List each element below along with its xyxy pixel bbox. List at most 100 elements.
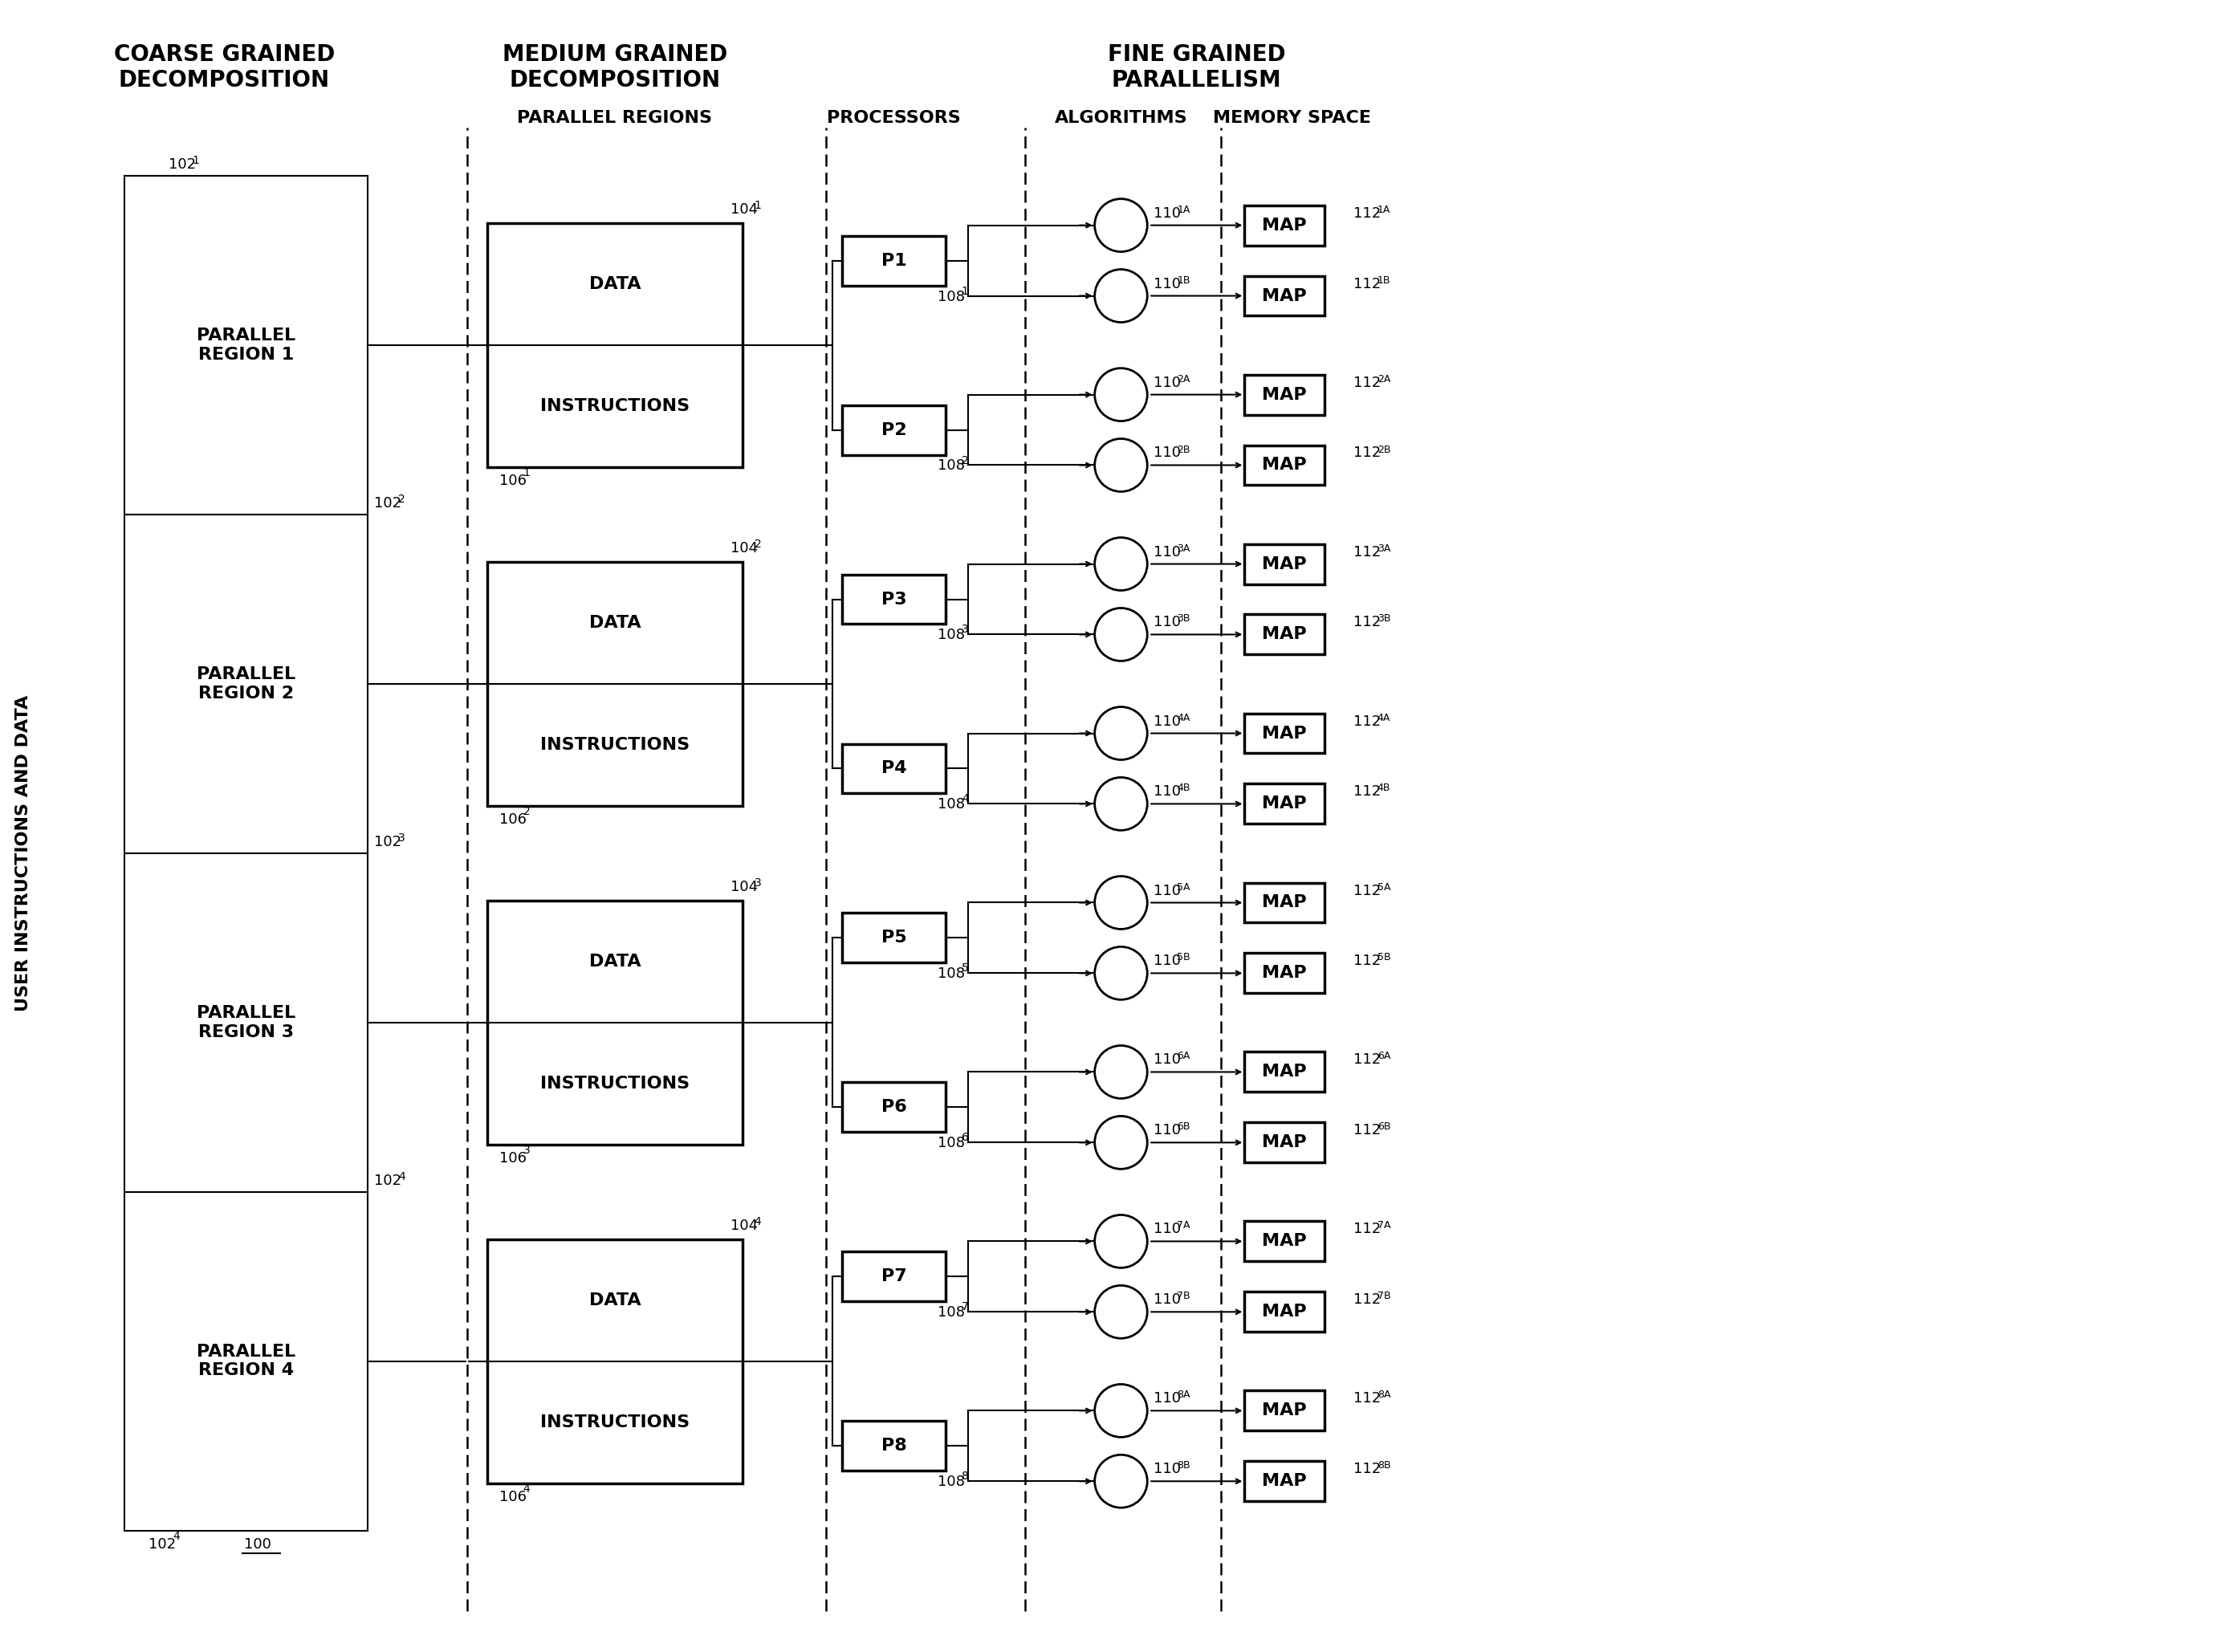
Text: 102: 102 (373, 1173, 402, 1188)
Text: 1A: 1A (1376, 205, 1390, 215)
Text: 8B: 8B (1376, 1460, 1390, 1470)
Text: 5A: 5A (1376, 882, 1390, 892)
FancyBboxPatch shape (125, 175, 369, 1531)
Text: INSTRUCTIONS: INSTRUCTIONS (541, 398, 690, 415)
Text: 104: 104 (731, 203, 757, 216)
Text: MAP: MAP (1262, 965, 1307, 981)
Text: 3: 3 (961, 624, 970, 636)
Circle shape (1095, 1117, 1148, 1170)
Circle shape (1095, 947, 1148, 999)
Text: 7A: 7A (1177, 1221, 1191, 1231)
Text: 2A: 2A (1177, 373, 1191, 385)
Circle shape (1095, 1384, 1148, 1437)
Text: 110: 110 (1153, 446, 1182, 461)
Circle shape (1095, 269, 1148, 322)
Text: MAP: MAP (1262, 287, 1307, 304)
Text: P2: P2 (880, 421, 907, 438)
Text: PARALLEL REGIONS: PARALLEL REGIONS (518, 111, 713, 126)
Text: 102: 102 (373, 834, 402, 849)
Text: DATA: DATA (590, 953, 641, 970)
Text: 1B: 1B (1376, 274, 1390, 286)
FancyBboxPatch shape (1244, 1292, 1325, 1332)
Text: 2B: 2B (1376, 444, 1390, 454)
Text: 2: 2 (523, 806, 529, 818)
Text: 2: 2 (961, 454, 970, 466)
Text: 112: 112 (1354, 1052, 1381, 1067)
Text: A: A (1115, 965, 1128, 981)
Text: 1B: 1B (1177, 274, 1191, 286)
FancyBboxPatch shape (1244, 953, 1325, 993)
Text: 102: 102 (168, 157, 197, 172)
Text: 6A: 6A (1177, 1051, 1191, 1062)
Text: DATA: DATA (590, 1292, 641, 1308)
Text: 3: 3 (523, 1145, 529, 1156)
Text: 1: 1 (523, 468, 529, 479)
Text: 110: 110 (1153, 1052, 1182, 1067)
Text: MAP: MAP (1262, 626, 1307, 643)
Text: 102: 102 (150, 1536, 176, 1551)
Text: A: A (1115, 796, 1128, 811)
Text: P3: P3 (880, 591, 907, 608)
Text: A: A (1115, 725, 1128, 742)
FancyBboxPatch shape (1244, 882, 1325, 923)
Text: A: A (1115, 1135, 1128, 1150)
Text: 6B: 6B (1177, 1122, 1191, 1132)
FancyBboxPatch shape (1244, 1462, 1325, 1502)
Circle shape (1095, 608, 1148, 661)
Circle shape (1095, 537, 1148, 590)
FancyBboxPatch shape (1244, 205, 1325, 244)
FancyBboxPatch shape (487, 1239, 742, 1483)
Text: 108: 108 (938, 459, 965, 472)
Text: MEMORY SPACE: MEMORY SPACE (1213, 111, 1372, 126)
Text: MAP: MAP (1262, 796, 1307, 811)
Text: 2A: 2A (1376, 373, 1390, 385)
Text: MAP: MAP (1262, 218, 1307, 233)
Text: 4B: 4B (1376, 783, 1390, 793)
Text: A: A (1115, 287, 1128, 304)
Text: P6: P6 (880, 1099, 907, 1115)
Circle shape (1095, 1455, 1148, 1508)
Text: INSTRUCTIONS: INSTRUCTIONS (541, 1414, 690, 1431)
Circle shape (1095, 707, 1148, 760)
Text: 108: 108 (938, 289, 965, 304)
Text: A: A (1115, 1064, 1128, 1080)
Text: 1A: 1A (1177, 205, 1191, 215)
Text: 104: 104 (731, 542, 757, 555)
Circle shape (1095, 876, 1148, 928)
FancyBboxPatch shape (842, 405, 945, 454)
Text: 110: 110 (1153, 714, 1182, 729)
Text: 112: 112 (1354, 1222, 1381, 1237)
Text: 3: 3 (398, 833, 404, 844)
FancyBboxPatch shape (1244, 544, 1325, 585)
Text: 112: 112 (1354, 206, 1381, 220)
Text: 1: 1 (192, 155, 199, 167)
Text: 104: 104 (731, 1219, 757, 1232)
FancyBboxPatch shape (842, 236, 945, 286)
Text: 110: 110 (1153, 615, 1182, 629)
Text: A: A (1115, 1474, 1128, 1488)
Text: 110: 110 (1153, 276, 1182, 291)
Text: MAP: MAP (1262, 1303, 1307, 1320)
FancyBboxPatch shape (842, 1421, 945, 1470)
Text: MAP: MAP (1262, 1135, 1307, 1150)
Text: 110: 110 (1153, 206, 1182, 220)
FancyBboxPatch shape (1244, 276, 1325, 316)
Text: 8B: 8B (1177, 1460, 1191, 1470)
Text: 110: 110 (1153, 785, 1182, 800)
Circle shape (1095, 439, 1148, 492)
Circle shape (1095, 1285, 1148, 1338)
Text: 8A: 8A (1376, 1389, 1390, 1401)
Text: 7B: 7B (1177, 1290, 1191, 1302)
Text: PARALLEL
REGION 3: PARALLEL REGION 3 (197, 1006, 295, 1041)
Text: 110: 110 (1153, 884, 1182, 897)
FancyBboxPatch shape (1244, 444, 1325, 486)
Text: MAP: MAP (1262, 1234, 1307, 1249)
Circle shape (1095, 368, 1148, 421)
Text: 106: 106 (498, 813, 527, 826)
Text: 108: 108 (938, 798, 965, 811)
Text: 3B: 3B (1177, 613, 1191, 624)
Text: 6A: 6A (1376, 1051, 1390, 1062)
Text: A: A (1115, 458, 1128, 472)
Text: COARSE GRAINED
DECOMPOSITION: COARSE GRAINED DECOMPOSITION (114, 43, 335, 93)
Text: 3A: 3A (1177, 544, 1191, 553)
